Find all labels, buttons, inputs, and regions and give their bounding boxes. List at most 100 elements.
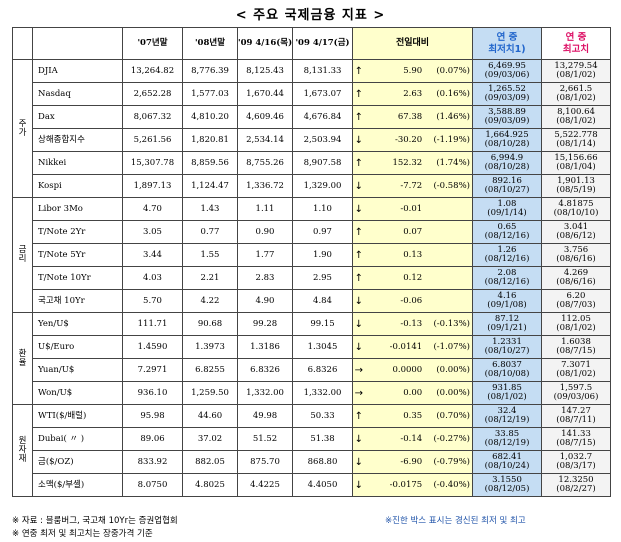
- low-date: (09/03/09): [484, 116, 530, 126]
- value-0417: 1,673.07: [292, 82, 353, 106]
- change-cell: ↓ -0.06: [352, 289, 473, 313]
- value-0416: 8,755.26: [237, 151, 293, 175]
- value-0417: 868.80: [292, 450, 353, 474]
- value-2008: 1.55: [182, 243, 238, 267]
- value-0417: 0.97: [292, 220, 353, 244]
- value-0416: 4,609.46: [237, 105, 293, 129]
- page-title: < 주요 국제금융 지표 >: [235, 8, 386, 23]
- high-date: (08/3/17): [556, 461, 596, 471]
- change-cell: ↑ 5.90 (0.07%): [352, 59, 473, 83]
- low-date: (09/1/08): [487, 300, 527, 310]
- value-2008: 90.68: [182, 312, 238, 336]
- value-2007: 833.92: [122, 450, 183, 474]
- change-cell: ↑ 0.07: [352, 220, 473, 244]
- table-row: Kospi 1,897.13 1,124.47 1,336.72 1,329.00 ↓ -7…: [13, 174, 611, 198]
- yearly-high: 15,156.66 (08/1/04): [541, 151, 611, 175]
- value-2008: 8,776.39: [182, 59, 238, 83]
- change-amount: -0.14: [400, 433, 423, 444]
- low-value: 33.85: [494, 429, 520, 439]
- value-0417: 1,329.00: [292, 174, 353, 198]
- indicator-name: WTI($/배럴): [32, 404, 123, 428]
- value-2007: 1.4590: [122, 335, 183, 359]
- high-date: (08/7/03): [556, 300, 596, 310]
- down-arrow-icon: ↓: [354, 295, 363, 307]
- yearly-high: 13,279.54 (08/1/02): [541, 59, 611, 83]
- table-row: 환 율 Yen/U$ 111.71 90.68 99.28 99.15 ↓ -0.13 (-0.…: [12, 312, 611, 405]
- high-date: (08/7/15): [556, 438, 596, 448]
- low-date: (08/10/28): [484, 162, 530, 172]
- value-0416: 4.4225: [237, 473, 293, 497]
- low-value: 6,994.9: [490, 153, 524, 163]
- table-row: 소맥($/부셸) 8.0750 4.8025 4.4225 4.4050 ↓ -0.0175…: [13, 473, 611, 497]
- low-value: 6,469.95: [488, 61, 526, 71]
- high-date: (08/1/04): [556, 162, 596, 172]
- high-date: (08/1/02): [556, 93, 596, 103]
- high-value: 4.81875: [558, 199, 594, 209]
- table-row: T/Note 10Yr 4.03 2.21 2.83 2.95 ↑ 0.12 2.08 (08/…: [13, 266, 611, 290]
- change-cell: ↓ -0.01: [352, 197, 473, 221]
- yearly-high: 5,522.778 (08/1/14): [541, 128, 611, 152]
- value-0416: 51.52: [237, 427, 293, 451]
- high-value: 1,032.7: [559, 452, 593, 462]
- yearly-high: 112.05 (08/1/02): [541, 312, 611, 336]
- yearly-low: 0.65 (08/12/16): [472, 220, 542, 244]
- low-date: (09/03/09): [484, 93, 530, 103]
- header-0416: '09 4/16(목): [237, 27, 293, 60]
- value-0416: 1.11: [237, 197, 293, 221]
- group-label: 금 리: [12, 197, 33, 313]
- table-row: Dax 8,067.32 4,810.20 4,609.46 4,676.84 ↑ 67.3…: [13, 105, 611, 129]
- yearly-high: 12.3250 (08/2/27): [541, 473, 611, 497]
- up-arrow-icon: ↑: [354, 65, 363, 77]
- footnote-box: ※진한 박스 표시는 경신된 최저 및 최고: [385, 516, 526, 526]
- low-date: (08/10/28): [484, 139, 530, 149]
- yearly-high: 4.81875 (08/10/10): [541, 197, 611, 221]
- change-percent: (1.74%): [436, 157, 470, 168]
- change-amount: 5.90: [403, 65, 423, 76]
- value-0417: 8,907.58: [292, 151, 353, 175]
- high-date: (08/1/02): [556, 116, 596, 126]
- low-value: 1.2331: [492, 337, 522, 347]
- low-date: (09/1/14): [487, 208, 527, 218]
- value-2007: 3.44: [122, 243, 183, 267]
- table-row: 상해종합지수 5,261.56 1,820.81 2,534.14 2,503.94 ↓ -…: [13, 128, 611, 152]
- low-date: (08/12/05): [484, 484, 530, 494]
- high-value: 4.269: [563, 268, 589, 278]
- value-2007: 936.10: [122, 381, 183, 405]
- value-2007: 8,067.32: [122, 105, 183, 129]
- value-2008: 6.8255: [182, 358, 238, 382]
- yearly-high: 1,032.7 (08/3/17): [541, 450, 611, 474]
- up-arrow-icon: ↑: [354, 88, 363, 100]
- value-0417: 4.4050: [292, 473, 353, 497]
- value-0417: 99.15: [292, 312, 353, 336]
- high-value: 13,279.54: [554, 61, 598, 71]
- change-amount: 0.12: [403, 272, 423, 283]
- value-0416: 49.98: [237, 404, 293, 428]
- change-percent: (-0.58%): [433, 180, 470, 191]
- low-date: (08/12/16): [484, 277, 530, 287]
- change-percent: (0.07%): [436, 65, 470, 76]
- change-amount: 0.0000: [392, 364, 423, 375]
- change-amount: 0.07: [403, 226, 423, 237]
- value-2007: 15,307.78: [122, 151, 183, 175]
- yearly-high: 6.20 (08/7/03): [541, 289, 611, 313]
- yearly-low: 2.08 (08/12/16): [472, 266, 542, 290]
- yearly-low: 892.16 (08/10/27): [472, 174, 542, 198]
- change-cell: ↓ -0.0141 (-1.07%): [352, 335, 473, 359]
- high-value: 141.33: [561, 429, 591, 439]
- indicator-name: Dax: [32, 105, 123, 129]
- indicator-name: 상해종합지수: [32, 128, 123, 152]
- value-2007: 8.0750: [122, 473, 183, 497]
- value-2008: 1.43: [182, 197, 238, 221]
- change-cell: ↓ -0.13 (-0.13%): [352, 312, 473, 336]
- low-value: 4.16: [497, 291, 517, 301]
- value-0416: 875.70: [237, 450, 293, 474]
- value-2008: 4,810.20: [182, 105, 238, 129]
- indicator-name: Yen/U$: [32, 312, 123, 336]
- high-date: (08/1/14): [556, 139, 596, 149]
- yearly-high: 3.756 (08/6/16): [541, 243, 611, 267]
- value-0417: 1.3045: [292, 335, 353, 359]
- table-row: Won/U$ 936.10 1,259.50 1,332.00 1,332.00 → 0.0…: [13, 381, 611, 405]
- low-date: (08/10/27): [484, 185, 530, 195]
- high-value: 3.041: [563, 222, 589, 232]
- yearly-low: 4.16 (09/1/08): [472, 289, 542, 313]
